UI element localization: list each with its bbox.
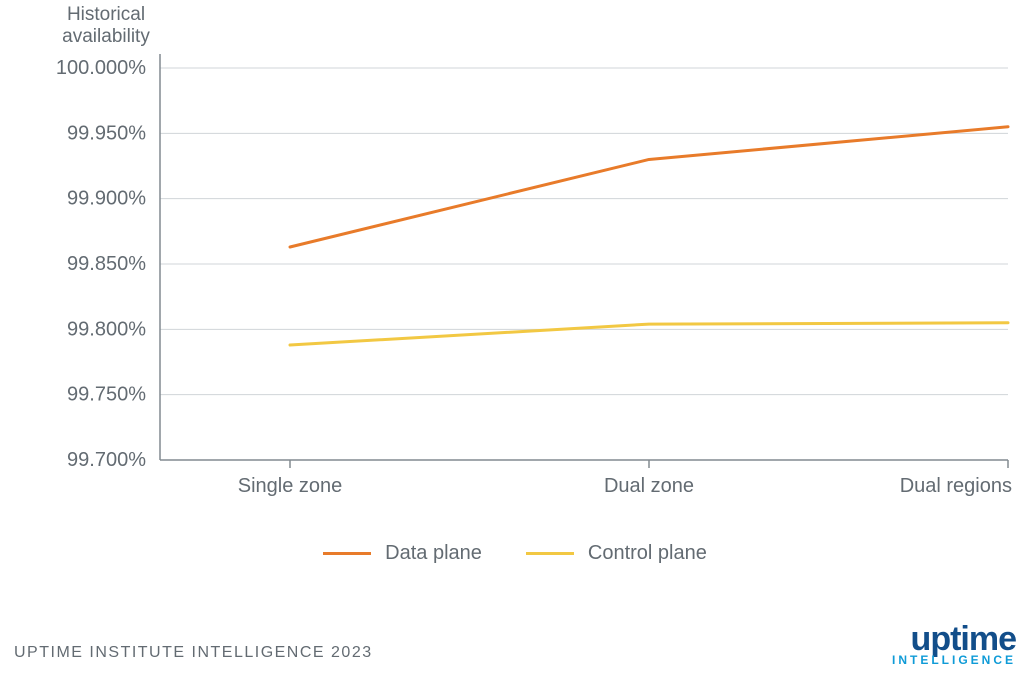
legend-swatch xyxy=(526,552,574,555)
legend-item: Data plane xyxy=(323,542,482,565)
y-axis-title: availability xyxy=(62,26,150,47)
y-tick-label: 99.800% xyxy=(67,318,146,340)
y-tick-label: 99.850% xyxy=(67,253,146,275)
y-tick-label: 99.900% xyxy=(67,188,146,210)
x-tick-label: Dual regions xyxy=(900,475,1012,497)
x-tick-label: Single zone xyxy=(238,475,343,497)
logo-main: uptime xyxy=(892,622,1016,656)
series-line xyxy=(290,323,1008,345)
chart-container: 99.700% 99.750% 99.800% 99.850% 99.900% 99.95… xyxy=(0,0,1030,676)
y-tick-label: 99.950% xyxy=(67,122,146,144)
x-tick-label: Dual zone xyxy=(604,475,694,497)
line-chart: 99.700% 99.750% 99.800% 99.850% 99.900% 99.95… xyxy=(0,0,1030,676)
series-line xyxy=(290,127,1008,247)
logo-sub: INTELLIGENCE xyxy=(892,654,1016,666)
legend: Data plane Control plane xyxy=(0,538,1030,565)
uptime-logo: uptime INTELLIGENCE xyxy=(892,622,1016,666)
legend-label: Data plane xyxy=(385,542,482,565)
legend-item: Control plane xyxy=(526,542,707,565)
y-axis-title: Historical xyxy=(67,4,145,25)
y-tick-label: 99.750% xyxy=(67,384,146,406)
legend-label: Control plane xyxy=(588,542,707,565)
legend-swatch xyxy=(323,552,371,555)
footer-attribution: UPTIME INSTITUTE INTELLIGENCE 2023 xyxy=(14,644,373,662)
y-tick-label: 99.700% xyxy=(67,449,146,471)
y-tick-label: 100.000% xyxy=(56,57,146,79)
